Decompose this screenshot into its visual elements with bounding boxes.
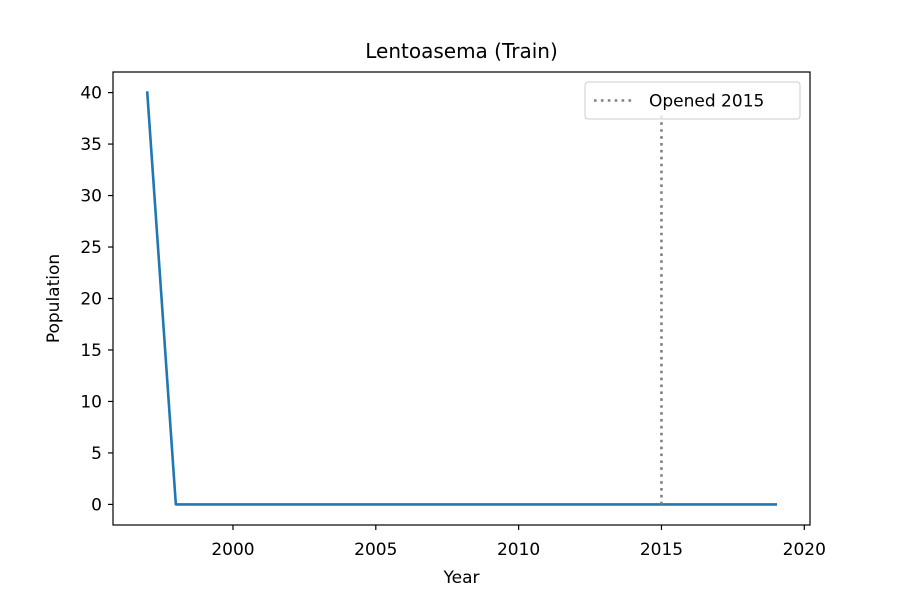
y-axis-label: Population [44, 254, 64, 343]
y-tick-label: 30 [80, 187, 102, 207]
x-tick-label: 2020 [783, 540, 826, 560]
legend-label: Opened 2015 [649, 92, 764, 112]
x-tick-label: 2010 [497, 540, 540, 560]
plot-area: 2000 2005 2010 2015 2020 0 5 10 15 20 25 30 35 40 [80, 71, 826, 560]
x-tick-label: 2015 [640, 540, 683, 560]
series-line-0 [145, 91, 778, 506]
legend: Opened 2015 [584, 81, 801, 120]
y-tick-label: 10 [80, 392, 102, 412]
legend-box [584, 81, 801, 120]
y-tick-label: 0 [91, 495, 102, 515]
y-tick-label: 35 [80, 135, 102, 155]
y-tick-label: 20 [80, 290, 102, 310]
x-tick-label: 2000 [211, 540, 254, 560]
y-tick-label: 25 [80, 238, 102, 258]
x-axis-label: Year [443, 568, 480, 588]
y-tick-label: 5 [91, 444, 102, 464]
y-tick-label: 40 [80, 84, 102, 104]
y-tick-label: 15 [80, 341, 102, 361]
chart-title: Lentoasema (Train) [365, 39, 558, 63]
x-tick-label: 2005 [354, 540, 397, 560]
